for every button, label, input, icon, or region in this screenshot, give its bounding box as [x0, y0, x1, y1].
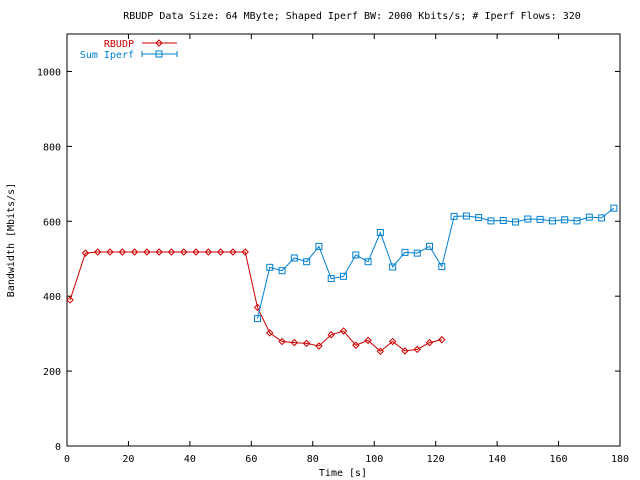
rbudp-point — [192, 248, 200, 256]
rbudp-point — [376, 347, 385, 355]
sum-iperf-point — [598, 214, 606, 222]
legend-marker-sum-iperf — [155, 50, 163, 58]
rbudp-point — [155, 248, 163, 256]
sum-iperf-point — [340, 272, 347, 280]
x-tick-label: 140 — [488, 454, 506, 465]
sum-iperf-point — [561, 216, 569, 224]
sum-iperf-point — [585, 213, 593, 221]
sum-iperf-point — [499, 217, 507, 225]
sum-iperf-point — [426, 242, 434, 250]
sum-iperf-point — [376, 229, 384, 237]
x-tick-label: 60 — [245, 454, 257, 465]
rbudp-point — [106, 248, 114, 256]
sum-iperf-point — [548, 217, 556, 225]
sum-iperf-point — [253, 315, 261, 323]
rbudp-point — [253, 303, 262, 312]
sum-iperf-point — [364, 258, 372, 266]
rbudp-point — [425, 338, 434, 347]
sum-iperf-point — [450, 212, 458, 220]
sum-iperf-point — [327, 275, 335, 283]
sum-iperf-point — [475, 214, 483, 222]
rbudp-point — [167, 248, 176, 256]
sum-iperf-point — [462, 212, 470, 220]
sum-iperf-point — [290, 254, 298, 262]
sum-iperf-point — [413, 249, 421, 257]
rbudp-point — [352, 341, 360, 349]
legend-marker-rbudp — [155, 39, 163, 47]
rbudp-point — [290, 338, 299, 347]
x-axis-label: Time [s] — [319, 468, 367, 479]
sum-iperf-point — [524, 215, 532, 223]
y-tick-label: 1000 — [37, 67, 61, 78]
legend-label-sum-iperf: Sum Iperf — [80, 50, 134, 61]
x-tick-label: 40 — [184, 454, 196, 465]
rbudp-line — [69, 251, 442, 352]
sum-iperf-point — [438, 263, 446, 271]
y-tick-label: 800 — [43, 142, 61, 153]
x-tick-label: 20 — [122, 454, 134, 465]
rbudp-point — [401, 347, 409, 355]
y-tick-label: 200 — [43, 367, 61, 378]
x-tick-label: 100 — [365, 454, 383, 465]
chart-title: RBUDP Data Size: 64 MByte; Shaped Iperf … — [123, 11, 581, 22]
x-tick-label: 160 — [550, 454, 568, 465]
sum-iperf-point — [315, 242, 323, 250]
x-axis-ticks: 0 20 40 60 80 100 120 140 160 180 — [64, 34, 629, 465]
rbudp-point — [229, 248, 237, 256]
sum-iperf-series — [253, 204, 618, 323]
sum-iperf-point — [487, 217, 495, 225]
rbudp-point — [278, 337, 286, 346]
rbudp-point — [143, 248, 151, 256]
y-tick-label: 600 — [43, 217, 61, 228]
series-layer — [66, 204, 618, 355]
rbudp-point — [130, 248, 139, 256]
sum-iperf-point — [303, 258, 311, 266]
rbudp-point — [180, 248, 188, 256]
rbudp-point — [315, 342, 323, 350]
rbudp-point — [66, 296, 74, 304]
sum-iperf-point — [401, 248, 409, 256]
y-tick-label: 0 — [55, 442, 61, 453]
rbudp-point — [241, 248, 249, 256]
rbudp-point — [216, 248, 225, 256]
legend-label-rbudp: RBUDP — [104, 39, 134, 50]
y-axis-label: Bandwidth [Mbits/s] — [6, 183, 17, 297]
sum-iperf-point — [573, 217, 581, 225]
sum-iperf-point — [610, 204, 618, 212]
sum-iperf-point — [278, 267, 286, 275]
rbudp-point — [339, 327, 348, 335]
plot-frame — [66, 33, 621, 447]
rbudp-point — [266, 329, 274, 337]
sum-iperf-point — [389, 263, 397, 271]
rbudp-series — [66, 248, 446, 355]
sum-iperf-point — [352, 251, 360, 259]
x-tick-label: 80 — [307, 454, 319, 465]
rbudp-point — [302, 339, 311, 348]
rbudp-point — [94, 248, 102, 256]
x-tick-label: 120 — [427, 454, 445, 465]
rbudp-point — [364, 336, 372, 345]
rbudp-point — [204, 248, 213, 256]
sum-iperf-point — [536, 215, 544, 223]
y-axis-ticks: 0 200 400 600 800 1000 — [37, 67, 620, 453]
rbudp-point — [388, 337, 397, 346]
x-tick-label: 180 — [611, 454, 629, 465]
x-tick-label: 0 — [64, 454, 70, 465]
rbudp-point — [327, 331, 335, 339]
sum-iperf-point — [266, 263, 274, 271]
rbudp-point — [81, 249, 90, 257]
rbudp-point — [118, 248, 127, 256]
rbudp-point — [413, 345, 421, 354]
sum-iperf-point — [512, 218, 520, 226]
rbudp-point — [438, 335, 446, 344]
y-tick-label: 400 — [43, 292, 61, 303]
